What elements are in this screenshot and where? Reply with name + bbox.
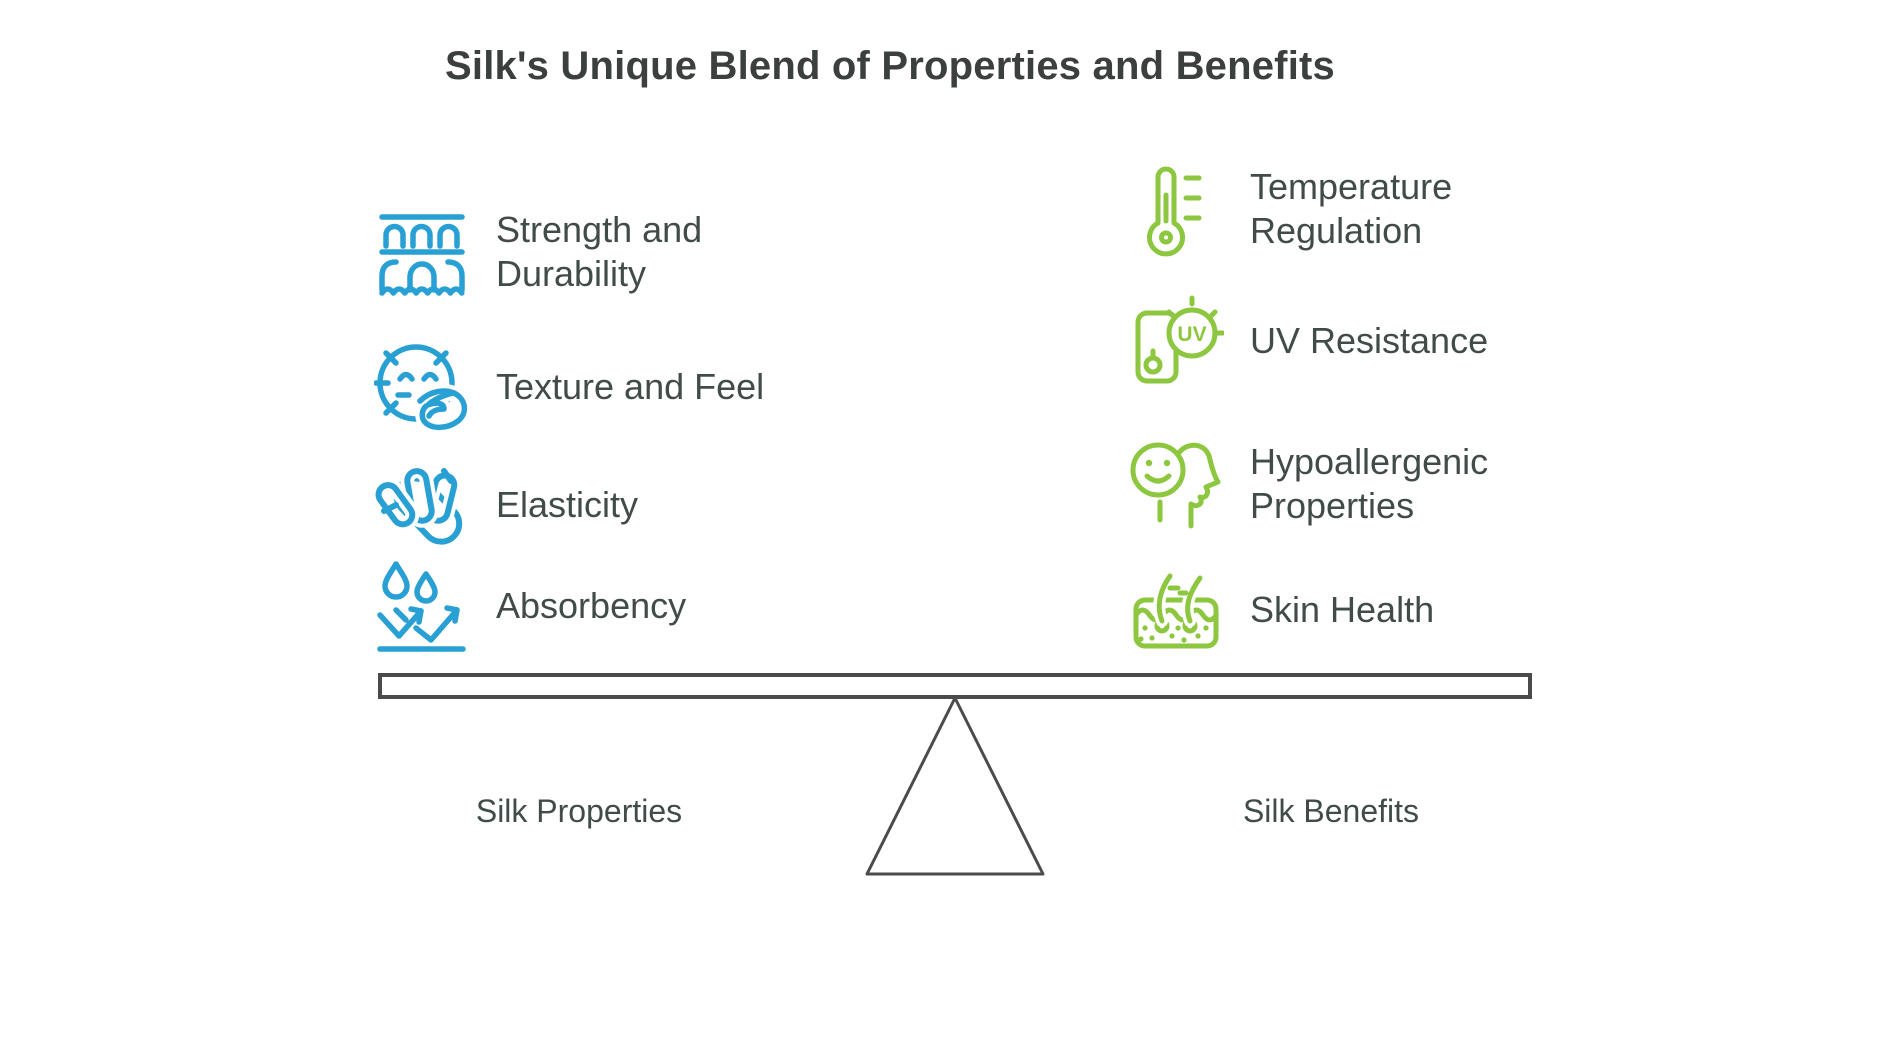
benefit-item-hypoallergenic: Hypoallergenic Properties [1128,436,1590,532]
page-title: Silk's Unique Blend of Properties and Be… [445,44,1335,88]
benefit-label: Hypoallergenic Properties [1250,441,1489,526]
benefit-item-uv: UV UV Resistance [1128,293,1488,389]
bridge-waves-icon [374,204,470,300]
property-label: Absorbency [496,585,687,627]
property-item-absorbency: Absorbency [374,558,686,654]
water-drops-arrows-icon [374,558,470,654]
benefit-item-skin: Skin Health [1128,562,1434,658]
fulcrum-triangle [865,696,1045,876]
elastic-bands-icon [374,457,470,553]
face-touch-icon [374,339,470,435]
property-item-texture: Texture and Feel [374,339,764,435]
property-item-elasticity: Elasticity [374,457,638,553]
benefit-label: UV Resistance [1250,320,1489,362]
benefit-label: Temperature Regulation [1250,166,1453,251]
skin-layer-icon [1128,562,1224,658]
property-label: Strength and Durability [496,209,703,294]
benefit-item-temperature: Temperature Regulation [1128,161,1590,257]
silk-properties-label: Silk Properties [475,793,683,829]
uv-lotion-icon: UV [1128,293,1224,389]
thermometer-icon [1128,161,1224,257]
property-label: Texture and Feel [496,366,765,408]
smiley-profile-icon [1128,436,1224,532]
balance-fulcrum [855,694,1055,880]
property-label: Elasticity [496,484,639,526]
property-item-strength: Strength and Durability [374,204,836,300]
uv-badge-text: UV [1177,323,1206,346]
silk-benefits-label: Silk Benefits [1242,793,1420,829]
benefit-label: Skin Health [1250,589,1435,631]
